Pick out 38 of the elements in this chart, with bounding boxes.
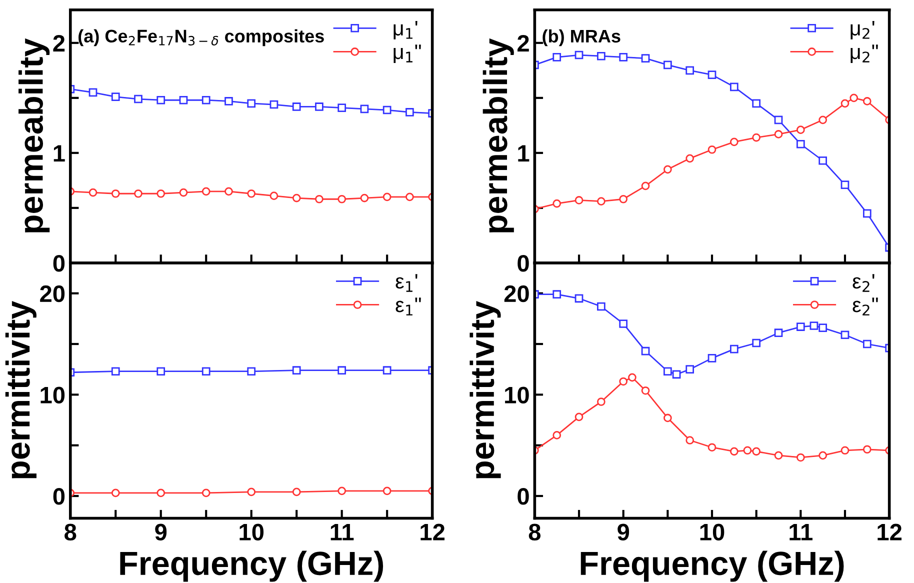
y-tick-label: 10 xyxy=(505,386,529,404)
x-tick-label: 10 xyxy=(240,524,264,540)
x-tick-label: 9 xyxy=(155,524,167,540)
y-tick-label: 0 xyxy=(518,255,529,272)
legend-label: μ$_{2}$' xyxy=(850,21,874,40)
x-axis-title: Frequency (GHz) xyxy=(120,550,384,582)
legend-label: ε$_{2}$" xyxy=(852,298,878,316)
y-axis-title: permeability xyxy=(482,38,514,232)
legend-label: ε$_{1}$' xyxy=(396,274,418,292)
y-axis-title: permittivity xyxy=(470,300,501,478)
y-tick-label: 0 xyxy=(53,488,65,505)
y-tick-label: 10 xyxy=(40,386,65,404)
x-tick-label: 9 xyxy=(618,524,630,540)
x-axis-title: Frequency (GHz) xyxy=(580,550,844,582)
legend-label: ε$_{1}$" xyxy=(396,298,421,316)
x-tick-label: 10 xyxy=(700,524,724,540)
y-tick-label: 0 xyxy=(53,255,65,272)
x-tick-label: 12 xyxy=(420,524,445,540)
y-axis-title: permeability xyxy=(18,38,50,232)
legend-label: ε$_{2}$' xyxy=(852,274,874,292)
y-tick-label: 20 xyxy=(504,285,529,302)
y-tick-label: 0 xyxy=(518,488,529,505)
y-tick-label: 2 xyxy=(53,34,65,52)
text: (b) MRAs xyxy=(542,29,620,46)
legend-label: μ$_{2}$" xyxy=(850,44,878,63)
x-tick-label: 11 xyxy=(330,524,354,540)
legend-label: μ$_{1}$' xyxy=(394,21,418,40)
y-tick-label: 20 xyxy=(40,285,65,302)
legend-label: μ$_{1}$" xyxy=(394,44,421,63)
y-tick-label: 1 xyxy=(54,145,65,162)
text: (a) Ce$_{2}$Fe$_{17}$N$_{3−δ}$ composites xyxy=(78,29,324,46)
y-tick-label: 1 xyxy=(518,145,530,162)
x-tick-label: 11 xyxy=(790,524,812,540)
y-axis-title: permittivity xyxy=(5,300,36,478)
y-tick-label: 2 xyxy=(518,34,529,52)
x-tick-label: 12 xyxy=(878,524,902,540)
x-tick-label: 8 xyxy=(64,524,76,540)
x-tick-label: 8 xyxy=(528,524,541,540)
